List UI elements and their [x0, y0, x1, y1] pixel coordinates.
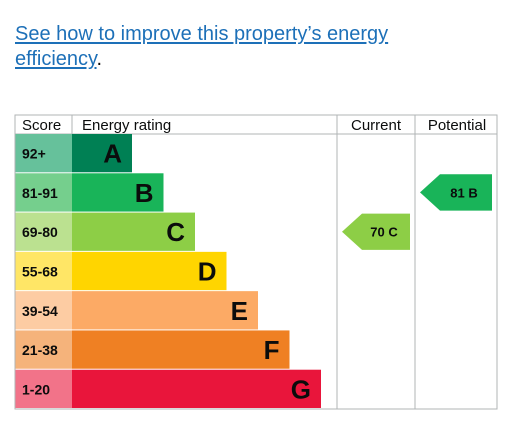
- column-headers: Score Energy rating Current Potential: [22, 117, 486, 134]
- rating-bands: 92+ A 81-91 B 69-80 C 55-68 D 39-54 E 21-38 F 1-20 G: [15, 134, 321, 408]
- rating-bar-e: [72, 291, 258, 330]
- header-potential: Potential: [428, 117, 486, 134]
- rating-markers: 70 C 81 B: [342, 174, 492, 250]
- score-cell-b: [15, 173, 72, 212]
- rating-letter-g: G: [291, 374, 311, 404]
- rating-letter-e: E: [231, 296, 248, 326]
- rating-letter-d: D: [198, 257, 217, 287]
- rating-letter-c: C: [166, 217, 185, 247]
- score-cell-g: [15, 369, 72, 408]
- score-label-d: 55-68: [22, 264, 58, 280]
- header-energy-rating: Energy rating: [82, 117, 171, 134]
- rating-letter-f: F: [264, 335, 280, 365]
- rating-bar-a: [72, 134, 132, 173]
- improve-efficiency-paragraph: See how to improve this property’s energ…: [15, 22, 435, 72]
- rating-bar-b: [72, 173, 164, 212]
- current-rating-label: 70 C: [370, 225, 398, 240]
- header-current: Current: [351, 117, 402, 134]
- rating-bar-c: [72, 212, 195, 251]
- rating-bar-d: [72, 251, 227, 291]
- rating-bar-f: [72, 330, 290, 369]
- improve-efficiency-link[interactable]: See how to improve this property’s energ…: [15, 23, 389, 70]
- score-cell-d: [15, 251, 72, 291]
- potential-rating-label: 81 B: [450, 185, 477, 200]
- score-label-e: 39-54: [22, 303, 58, 319]
- rating-letter-a: A: [103, 139, 122, 169]
- potential-rating-arrow: [420, 174, 492, 211]
- score-cell-c: [15, 212, 72, 251]
- current-rating-arrow: [342, 213, 410, 250]
- score-cell-e: [15, 291, 72, 330]
- score-label-a: 92+: [22, 146, 46, 162]
- rating-letter-b: B: [135, 178, 154, 208]
- score-label-c: 69-80: [22, 224, 58, 240]
- chart-frame: [14, 114, 498, 410]
- link-trailing-period: .: [96, 48, 103, 70]
- header-score: Score: [22, 117, 61, 134]
- score-label-f: 21-38: [22, 342, 58, 358]
- score-label-g: 1-20: [22, 381, 50, 397]
- rating-bar-g: [72, 369, 321, 408]
- score-cell-f: [15, 330, 72, 369]
- score-label-b: 81-91: [22, 185, 58, 201]
- score-cell-a: [15, 134, 72, 173]
